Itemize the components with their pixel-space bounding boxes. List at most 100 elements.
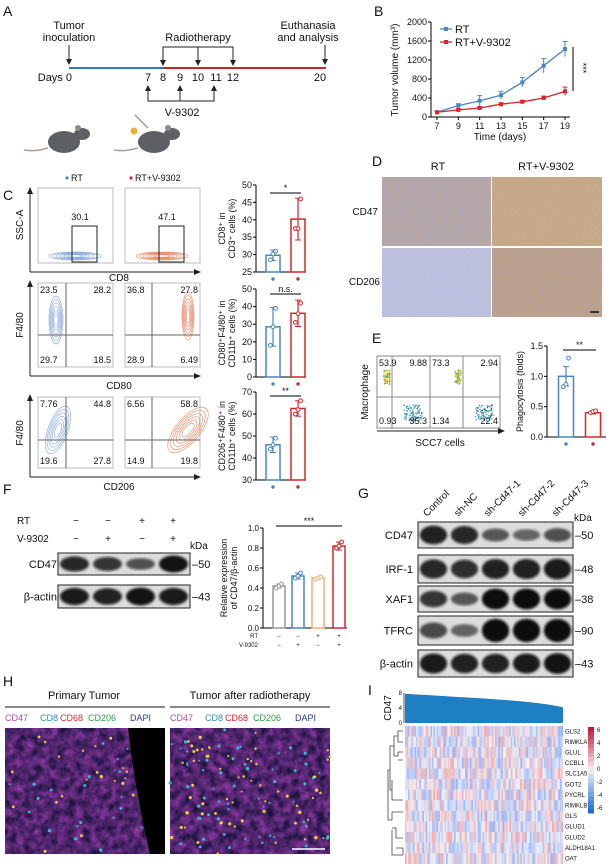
- heatmap-cell: [423, 779, 426, 790]
- condition-label: V-9302: [239, 643, 259, 649]
- contour-line: [48, 295, 64, 345]
- heatmap-cell: [514, 768, 516, 780]
- heatmap-cell: [457, 779, 459, 790]
- heatmap-cell: [547, 747, 549, 758]
- event-dot: [408, 405, 411, 408]
- heatmap-cell: [551, 768, 554, 780]
- heatmap-cell: [536, 768, 538, 780]
- cell-signal: [223, 728, 227, 732]
- event-dot: [489, 419, 491, 421]
- heatmap-cell: [439, 832, 442, 843]
- y-axis-title: F4/80: [15, 312, 26, 338]
- heatmap-cell: [469, 853, 472, 864]
- heatmap-cell: [412, 779, 415, 790]
- cell-signal: [32, 782, 36, 786]
- y-tick-label: 25: [242, 267, 252, 277]
- colorbar-tick-label: 6: [597, 728, 601, 734]
- event-dot: [405, 406, 408, 408]
- y-axis-title: CD8⁺ in: [217, 212, 227, 244]
- heatmap-cell: [520, 768, 523, 780]
- quadrant-percentage: 35.3: [409, 416, 427, 426]
- quadrant-percentage: 19.8: [180, 456, 198, 466]
- heatmap-cell: [485, 757, 488, 769]
- protein-band: [512, 558, 541, 580]
- cell-signal: [179, 747, 182, 750]
- heatmap-cell: [428, 800, 431, 811]
- gene-label: PYCRL: [565, 793, 586, 799]
- heatmap-cell: [444, 800, 447, 811]
- data-point: [298, 300, 304, 306]
- heatmap-cell: [414, 736, 417, 748]
- y-tick-label: 0.4: [248, 584, 260, 593]
- legend-rt-v9302: RT+V-9302: [455, 37, 511, 49]
- heatmap-cell: [518, 736, 521, 748]
- heatmap-cell: [532, 736, 535, 748]
- heatmap-cell: [469, 821, 472, 833]
- heatmap-cell: [499, 853, 502, 864]
- heatmap-cell: [521, 853, 524, 864]
- kda-marker: –43: [192, 592, 210, 604]
- heatmap-cell: [512, 736, 515, 748]
- event-dot: [417, 416, 420, 419]
- event-dot: [456, 381, 459, 384]
- heatmap-cell: [555, 768, 557, 780]
- heatmap-cell: [472, 842, 475, 854]
- event-dot: [486, 405, 488, 407]
- heatmap-cell: [455, 853, 458, 864]
- heatmap-cell: [476, 853, 478, 864]
- heatmap-cell: [422, 757, 425, 769]
- heatmap-cell: [416, 832, 418, 843]
- cell-signal: [202, 796, 206, 800]
- heatmap-cell: [520, 747, 523, 758]
- heatmap-cell: [408, 736, 410, 748]
- heatmap-cell: [484, 842, 486, 854]
- heatmap-cell: [455, 747, 458, 758]
- colorbar-segment: [588, 727, 594, 732]
- event-dot: [490, 409, 493, 411]
- heatmap-cell: [427, 832, 429, 843]
- heatmap-cell: [540, 779, 543, 790]
- cell-signal: [226, 802, 230, 805]
- heatmap-cell: [465, 747, 467, 758]
- heatmap-cell: [544, 747, 546, 758]
- heatmap-cell: [420, 842, 423, 854]
- contour-line: [182, 295, 194, 337]
- heatmap-cell: [480, 789, 483, 801]
- heatmap-cell: [431, 832, 434, 843]
- heatmap-cell: [468, 810, 470, 822]
- heatmap-cell: [558, 810, 561, 822]
- heatmap-cell: [548, 800, 551, 811]
- heatmap-cell: [422, 768, 425, 780]
- heatmap-cell: [471, 832, 474, 843]
- heatmap-cell: [476, 779, 478, 790]
- heatmap-cell: [520, 810, 523, 822]
- heatmap-cell: [528, 768, 531, 780]
- day-tick: 12: [227, 72, 239, 84]
- contour-line: [48, 412, 68, 448]
- heatmap-cell: [480, 821, 483, 833]
- heatmap-cell: [438, 768, 440, 780]
- heatmap-cell: [409, 757, 412, 769]
- heatmap-cell: [442, 779, 445, 790]
- heatmap-cell: [461, 726, 464, 737]
- heatmap-cell: [558, 853, 561, 864]
- heatmap-cell: [406, 821, 409, 833]
- event-dot: [411, 414, 414, 417]
- heatmap-cell: [496, 842, 499, 854]
- heatmap-cell: [411, 853, 414, 864]
- y-tick-label: 35: [242, 232, 252, 242]
- heatmap-cell: [422, 853, 425, 864]
- flow-plot-rt: [37, 396, 114, 469]
- cell-signal: [233, 825, 236, 828]
- heatmap-cell: [479, 757, 482, 769]
- colorbar-tick-label: 2: [597, 754, 601, 760]
- heatmap-cell: [419, 747, 421, 758]
- event-dot: [459, 372, 462, 375]
- heatmap-cell: [476, 832, 478, 843]
- heatmap-cell: [556, 726, 559, 737]
- heatmap-cell: [423, 800, 426, 811]
- heatmap-cell: [417, 736, 420, 748]
- heatmap-cell: [487, 832, 489, 843]
- heatmap-cell: [499, 736, 502, 748]
